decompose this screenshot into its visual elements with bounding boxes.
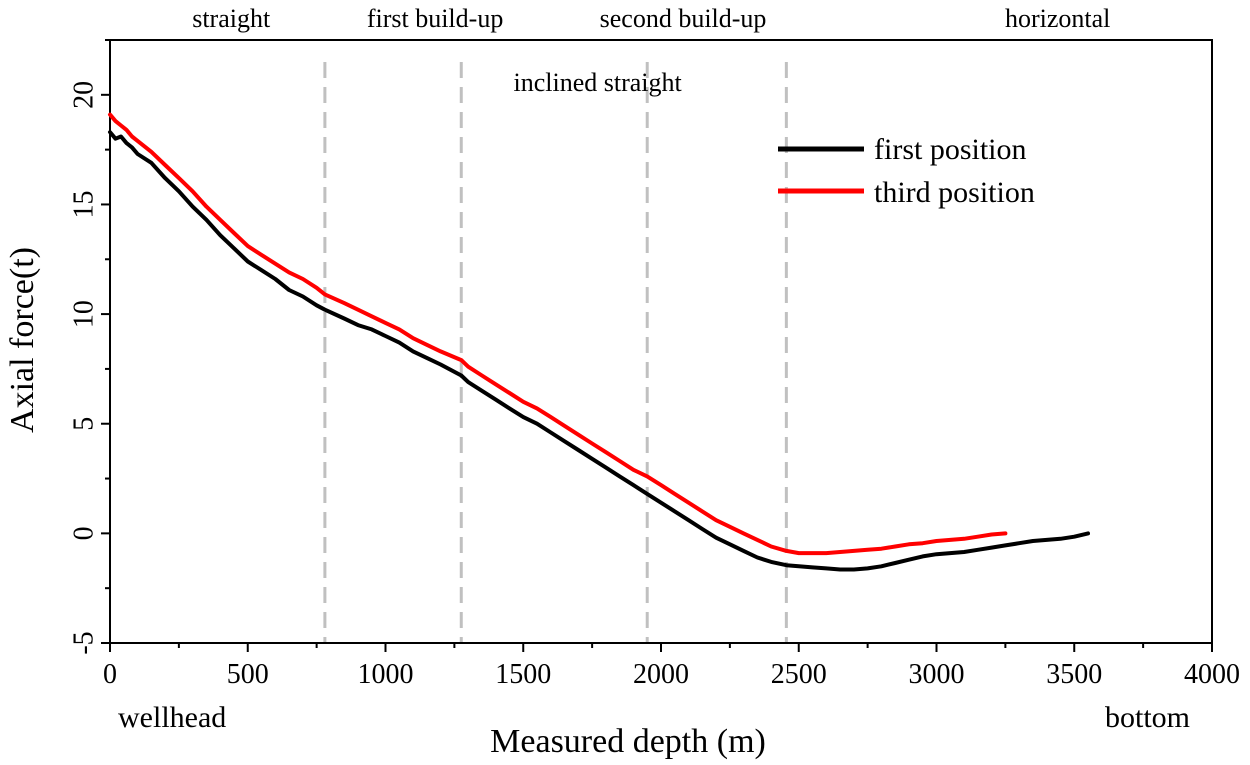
x-tick-label: 2500 xyxy=(771,659,827,690)
legend-label-third-position: third position xyxy=(874,176,1035,209)
y-tick-label: 10 xyxy=(69,300,100,328)
y-tick-label: 5 xyxy=(69,417,100,431)
section-label-first-build-up: first build-up xyxy=(367,4,504,33)
x-end-label: bottom xyxy=(1105,701,1190,734)
x-axis: 0 500 1000 1500 2000 2500 3000 3500 4000 xyxy=(103,643,1240,690)
x-start-label: wellhead xyxy=(118,701,226,734)
x-tick-label: 1500 xyxy=(495,659,551,690)
series-lines xyxy=(108,112,1090,572)
x-tick-label: 3500 xyxy=(1046,659,1102,690)
y-axis-title: Axial force(t) xyxy=(4,247,41,433)
y-axis: -5 0 5 10 15 20 xyxy=(69,39,110,655)
section-label-straight: straight xyxy=(192,4,271,33)
x-axis-title: Measured depth (m) xyxy=(490,723,766,760)
plot-frame xyxy=(109,39,1213,644)
x-tick-label: 4000 xyxy=(1184,659,1240,690)
section-labels: straight first build-up inclined straight s… xyxy=(192,4,1110,97)
section-label-inclined-straight: inclined straight xyxy=(514,68,683,97)
series-line-third-position xyxy=(108,112,1008,556)
section-label-second-build-up: second build-up xyxy=(600,4,767,33)
x-tick-label: 500 xyxy=(227,659,269,690)
y-tick-label: 0 xyxy=(69,526,100,540)
y-tick-label: 15 xyxy=(69,190,100,218)
series-line-first-position xyxy=(108,130,1090,572)
x-tick-label: 0 xyxy=(103,659,117,690)
legend-label-first-position: first position xyxy=(874,133,1027,166)
section-label-horizontal: horizontal xyxy=(1005,4,1110,33)
legend: first position third position xyxy=(778,133,1035,209)
x-tick-label: 1000 xyxy=(358,659,414,690)
y-tick-label: 20 xyxy=(69,81,100,109)
section-dividers xyxy=(323,62,788,643)
x-tick-label: 3000 xyxy=(909,659,965,690)
x-tick-label: 2000 xyxy=(633,659,689,690)
y-tick-label: -5 xyxy=(69,631,100,654)
